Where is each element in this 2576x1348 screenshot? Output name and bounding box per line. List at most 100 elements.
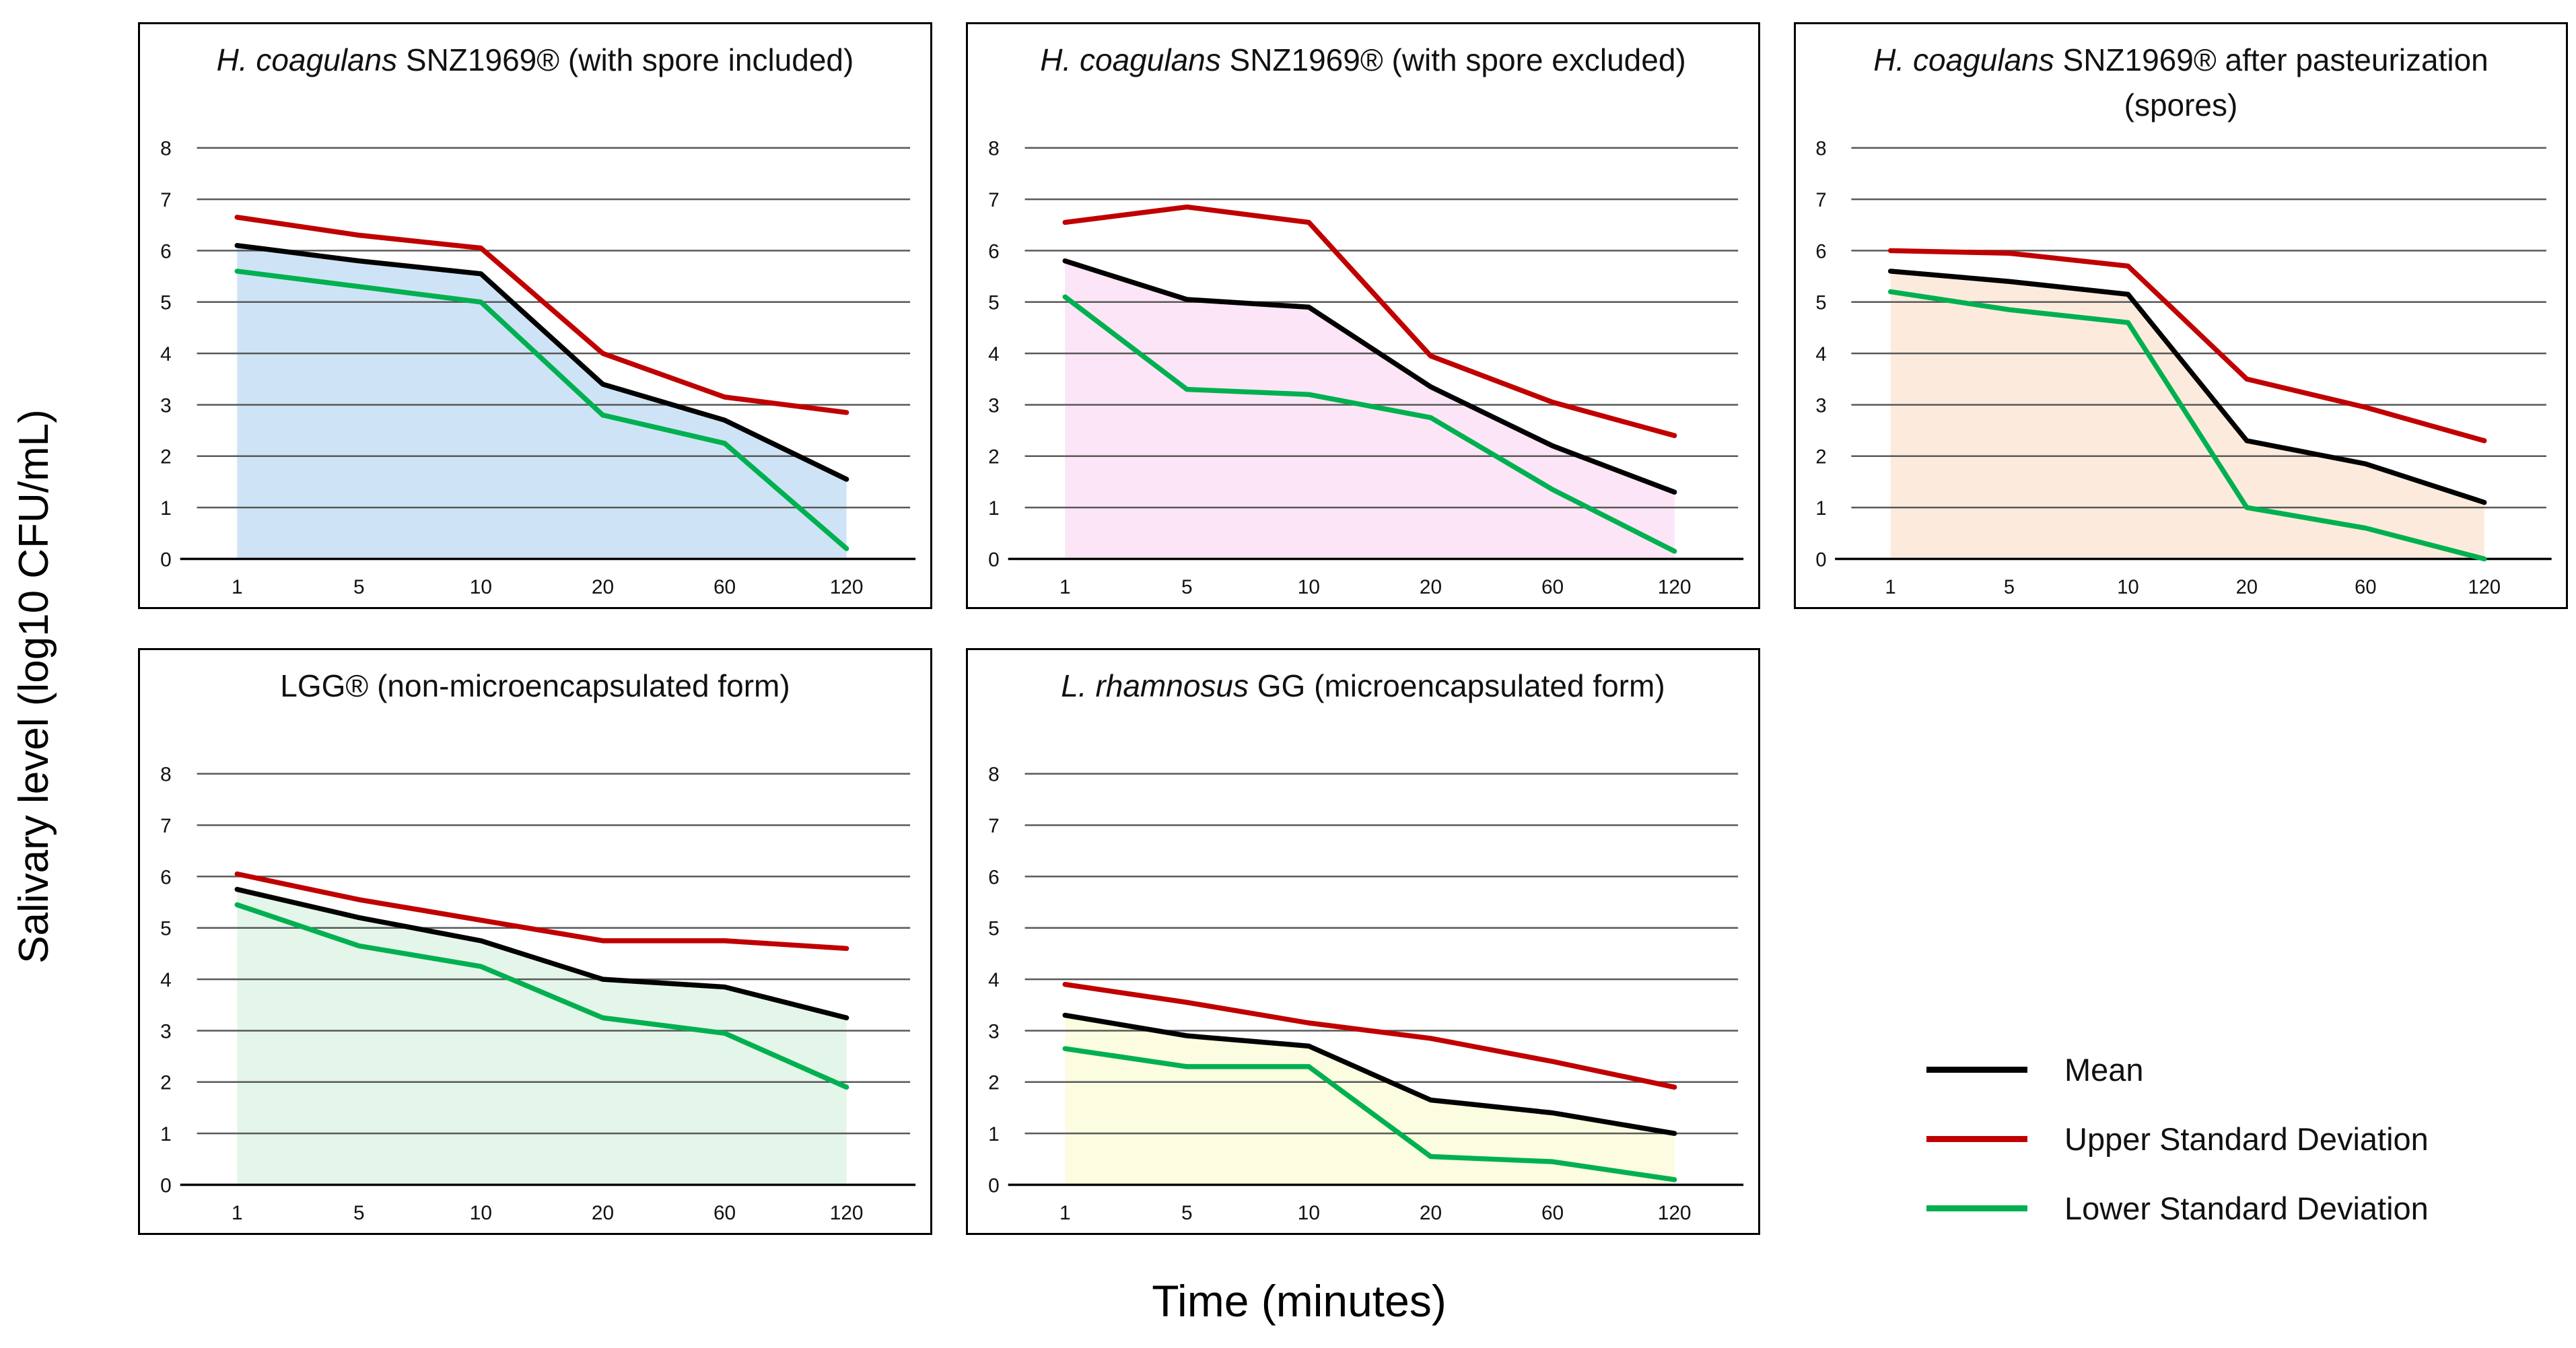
series-line-lower-standard-deviation — [1062, 1046, 1677, 1182]
series-line-mean — [234, 886, 849, 1021]
panel-title-species: L. rhamnosus — [1061, 668, 1249, 703]
legend-item-upper-sd: Upper Standard Deviation — [1926, 1104, 2552, 1174]
mean-line-swatch — [1926, 1067, 2027, 1073]
y-tick-label: 2 — [160, 446, 172, 468]
x-tick-label: 1 — [1059, 576, 1071, 598]
y-tick-label: 4 — [160, 343, 172, 365]
x-tick-label: 5 — [1181, 1202, 1193, 1224]
x-tick-label: 20 — [2236, 576, 2258, 598]
panel-title: H. coagulans SNZ1969® after pasteurizati… — [1858, 38, 2505, 127]
y-tick-label: 1 — [988, 1123, 1000, 1145]
series-line-upper-standard-deviation — [234, 215, 849, 415]
panel-title-rest: SNZ1969® (with spore included) — [397, 42, 854, 77]
series-line-mean — [1062, 1012, 1677, 1136]
y-tick-label: 3 — [160, 394, 172, 417]
y-tick-label: 3 — [160, 1020, 172, 1042]
x-tick-label: 60 — [713, 1202, 736, 1224]
y-tick-label: 7 — [160, 189, 172, 211]
series-line-lower-standard-deviation — [234, 269, 849, 551]
x-tick-label: 60 — [713, 576, 736, 598]
panel-spore-excluded: 8 7 6 5 4 3 2 1 0 1 5 10 20 60 120 H. coagulans SNZ196… — [966, 22, 1760, 609]
y-tick-label: 7 — [988, 815, 1000, 837]
y-tick-label: 1 — [1815, 497, 1826, 520]
y-tick-label: 6 — [160, 866, 172, 888]
x-tick-label: 60 — [1541, 1202, 1564, 1224]
y-tick-label: 5 — [160, 918, 172, 940]
x-tick-label: 5 — [1181, 576, 1193, 598]
legend-label: Lower Standard Deviation — [2064, 1191, 2429, 1226]
y-tick-label: 5 — [1815, 291, 1826, 314]
y-tick-label: 0 — [988, 548, 1000, 571]
panel-title-rest: SNZ1969® (with spore excluded) — [1220, 42, 1686, 77]
x-tick-label: 20 — [592, 1202, 614, 1224]
y-tick-label: 5 — [160, 292, 172, 314]
series-line-lower-standard-deviation — [1062, 294, 1677, 554]
x-tick-label: 10 — [2117, 576, 2138, 598]
x-tick-label: 10 — [1298, 1202, 1320, 1224]
y-tick-label: 4 — [160, 969, 172, 991]
series-line-lower-standard-deviation — [1887, 289, 2487, 562]
x-tick-label: 1 — [232, 576, 243, 598]
y-axis-label: Salivary level (log10 CFU/mL) — [11, 409, 57, 964]
x-tick-label: 5 — [353, 576, 365, 598]
x-tick-label: 1 — [1885, 576, 1895, 598]
y-tick-label: 5 — [988, 292, 1000, 314]
y-tick-label: 8 — [988, 138, 1000, 160]
area-fill-under-mean — [1065, 260, 1675, 559]
x-axis-label: Time (minutes) — [1152, 1276, 1447, 1326]
panel-title: LGG® (non-microencapsulated form) — [203, 664, 867, 709]
area-fill-under-mean — [237, 245, 847, 559]
upper-sd-line-swatch — [1926, 1136, 2027, 1142]
y-tick-label: 2 — [988, 446, 1000, 468]
y-tick-label: 2 — [988, 1072, 1000, 1094]
legend: Mean Upper Standard Deviation Lower Stan… — [1926, 1035, 2552, 1243]
y-tick-label: 0 — [1815, 548, 1826, 571]
y-tick-label: 7 — [1815, 189, 1826, 211]
y-tick-label: 4 — [988, 969, 1000, 991]
series-line-upper-standard-deviation — [234, 871, 849, 952]
x-tick-label: 60 — [1541, 576, 1564, 598]
y-tick-label: 1 — [160, 1123, 172, 1145]
legend-label: Upper Standard Deviation — [2064, 1121, 2429, 1157]
lower-sd-line-swatch — [1926, 1205, 2027, 1211]
series-line-upper-standard-deviation — [1062, 982, 1677, 1090]
y-tick-label: 3 — [988, 394, 1000, 417]
x-tick-label: 10 — [470, 1202, 492, 1224]
panel-spore-included: 8 7 6 5 4 3 2 1 0 1 5 10 20 60 120 H. coagulans SNZ196… — [138, 22, 932, 609]
y-tick-label: 5 — [988, 918, 1000, 940]
panel-title-species: H. coagulans — [1873, 42, 2054, 77]
y-tick-label: 8 — [988, 764, 1000, 786]
panel-pasteurized-spores: 8 7 6 5 4 3 2 1 0 1 5 10 20 60 120 H. coagulans SNZ196… — [1794, 22, 2568, 609]
series-line-mean — [1887, 269, 2487, 505]
series-line-upper-standard-deviation — [1887, 248, 2487, 444]
y-tick-label: 0 — [160, 1174, 172, 1197]
y-tick-label: 7 — [160, 815, 172, 837]
x-tick-label: 20 — [592, 576, 614, 598]
x-tick-label: 10 — [470, 576, 492, 598]
legend-item-lower-sd: Lower Standard Deviation — [1926, 1174, 2552, 1243]
series-line-mean — [234, 243, 849, 482]
y-axis-label-wrap: Salivary level (log10 CFU/mL) — [10, 236, 71, 1137]
y-tick-label: 3 — [1815, 394, 1826, 417]
y-tick-label: 8 — [160, 138, 172, 160]
x-tick-label: 120 — [2468, 576, 2501, 598]
x-tick-label: 10 — [1298, 576, 1320, 598]
y-tick-label: 4 — [1815, 343, 1826, 365]
panel-title-rest: SNZ1969® after pasteurization (spores) — [2054, 42, 2488, 122]
panel-title-rest: GG (microencapsulated form) — [1249, 668, 1665, 703]
x-tick-label: 120 — [1658, 576, 1692, 598]
series-line-lower-standard-deviation — [234, 902, 849, 1090]
x-tick-label: 120 — [830, 576, 864, 598]
series-line-mean — [1062, 258, 1677, 495]
y-tick-label: 0 — [160, 548, 172, 571]
y-tick-label: 7 — [988, 189, 1000, 211]
panel-title: H. coagulans SNZ1969® (with spore exclud… — [1031, 38, 1695, 83]
panel-lgg-microencapsulated: 8 7 6 5 4 3 2 1 0 1 5 10 20 60 120 L. rhamnosus GG (mi… — [966, 648, 1760, 1235]
y-tick-label: 1 — [988, 497, 1000, 520]
x-tick-label: 5 — [353, 1202, 365, 1224]
